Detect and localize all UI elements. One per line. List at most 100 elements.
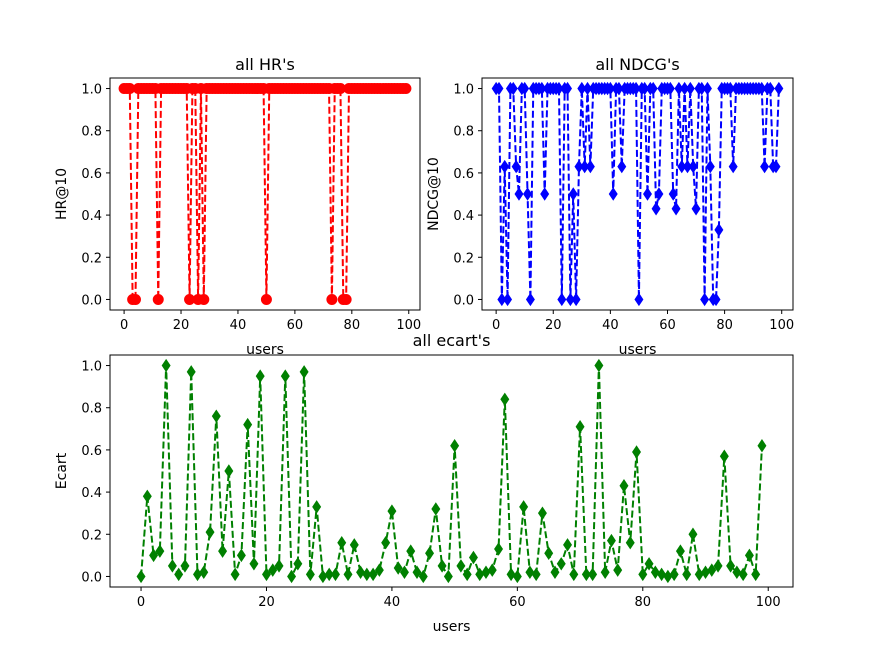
ecart-data-point [531, 567, 541, 582]
ecart-data-point [456, 559, 466, 573]
ecart-data-point [600, 565, 610, 579]
ecart-data-point [412, 565, 422, 579]
ndcg-data-point [494, 81, 504, 96]
ecart-data-point [287, 569, 297, 584]
hr-y-tick-label: 0.2 [81, 251, 102, 266]
ndcg-data-point [563, 81, 573, 96]
ecart-data-point [707, 563, 717, 577]
ecart-data-point [349, 538, 359, 552]
ecart-data-point [330, 567, 340, 582]
ndcg-data-point [714, 223, 724, 237]
ndcg-x-tick-label: 60 [659, 318, 676, 333]
ndcg-data-point [525, 292, 535, 307]
ecart-data-point [581, 567, 591, 582]
hr-y-tick-label: 0.8 [81, 125, 102, 140]
ecart-data-point [606, 533, 616, 548]
ndcg-x-tick-label: 80 [716, 318, 733, 333]
ecart-data-point [368, 567, 378, 582]
ecart-data-point [305, 567, 315, 582]
ndcg-data-point [648, 81, 658, 96]
ecart-data-point [512, 569, 522, 584]
ndcg-chart-title: all NDCG's [595, 55, 679, 74]
ecart-data-point [431, 502, 441, 516]
ndcg-data-point [585, 159, 595, 174]
ecart-data-point [462, 567, 472, 582]
ecart-data-point [544, 546, 554, 560]
ndcg-x-tick-label: 0 [492, 318, 500, 333]
hr-y-tick-label: 1.0 [81, 83, 102, 98]
ecart-data-point [374, 563, 384, 577]
ecart-y-tick-label: 0.8 [81, 402, 102, 417]
ecart-data-point [243, 417, 253, 432]
ndcg-data-point [514, 187, 524, 201]
ecart-data-point [312, 500, 322, 514]
ecart-data-point [550, 565, 560, 579]
ecart-data-point [362, 567, 372, 582]
ecart-data-point [224, 464, 234, 478]
ecart-data-point [644, 557, 654, 571]
hr-data-point [326, 293, 338, 305]
ecart-data-point [632, 445, 641, 459]
ndcg-data-point [651, 202, 661, 216]
ecart-data-point [682, 567, 692, 582]
ecart-data-point [399, 565, 409, 579]
ecart-x-tick-label: 0 [137, 595, 145, 610]
ecart-data-point [418, 569, 428, 584]
ndcg-data-point [705, 159, 715, 174]
ecart-data-point [719, 449, 729, 463]
ndcg-series-line [496, 87, 780, 301]
ndcg-data-point [634, 292, 644, 307]
ecart-data-point [211, 409, 221, 423]
ecart-plot-frame [109, 354, 794, 588]
ecart-chart-title: all ecart's [413, 331, 491, 350]
ndcg-plot-frame [481, 77, 794, 311]
ecart-data-point [205, 525, 215, 539]
ecart-y-tick-label: 0.2 [81, 528, 102, 543]
ndcg-y-tick-label: 0.6 [453, 167, 474, 182]
ecart-data-point [575, 419, 585, 434]
hr-y-tick-label: 0.4 [81, 209, 102, 224]
hr-x-tick-label: 80 [344, 318, 361, 333]
hr-x-tick-label: 100 [396, 318, 421, 333]
ecart-data-point [167, 559, 177, 573]
ecart-data-point [688, 527, 698, 541]
hr-plot-frame [109, 77, 421, 311]
ecart-x-tick-label: 100 [756, 595, 781, 610]
ecart-data-point [450, 438, 460, 453]
ndcg-data-point [508, 81, 518, 96]
ecart-data-point [738, 567, 748, 582]
ndcg-data-point [765, 81, 775, 96]
ecart-data-point [519, 500, 529, 514]
ecart-data-point [675, 544, 685, 558]
ecart-data-point [625, 535, 635, 550]
ndcg-data-point [688, 159, 698, 174]
ecart-data-point [406, 544, 416, 558]
hr-data-point [129, 293, 141, 305]
ndcg-x-tick-label: 20 [545, 318, 562, 333]
ecart-data-point [443, 569, 453, 584]
ecart-data-point [218, 544, 228, 558]
ecart-data-point [356, 565, 366, 579]
ndcg-data-point [728, 159, 738, 174]
ndcg-y-tick-label: 0.4 [453, 209, 474, 224]
hr-y-axis-label: HR@10 [54, 168, 70, 220]
ecart-y-tick-label: 0.6 [81, 444, 102, 459]
ecart-y-tick-label: 1.0 [81, 360, 102, 375]
ndcg-data-point [643, 187, 652, 201]
ecart-data-point [638, 567, 648, 582]
ndcg-data-point [523, 187, 533, 201]
ecart-data-point [174, 567, 184, 582]
ndcg-data-point [503, 292, 513, 307]
ecart-data-point [500, 392, 510, 407]
ecart-data-point [726, 559, 736, 573]
ndcg-data-point [511, 159, 521, 174]
ecart-data-point [569, 567, 579, 582]
ecart-data-point [657, 567, 667, 582]
hr-data-point [152, 293, 164, 305]
ndcg-data-point [691, 202, 701, 216]
ecart-data-point [136, 569, 146, 584]
ndcg-data-point [774, 81, 784, 96]
ecart-data-point [537, 506, 547, 520]
hr-x-tick-label: 40 [230, 318, 247, 333]
